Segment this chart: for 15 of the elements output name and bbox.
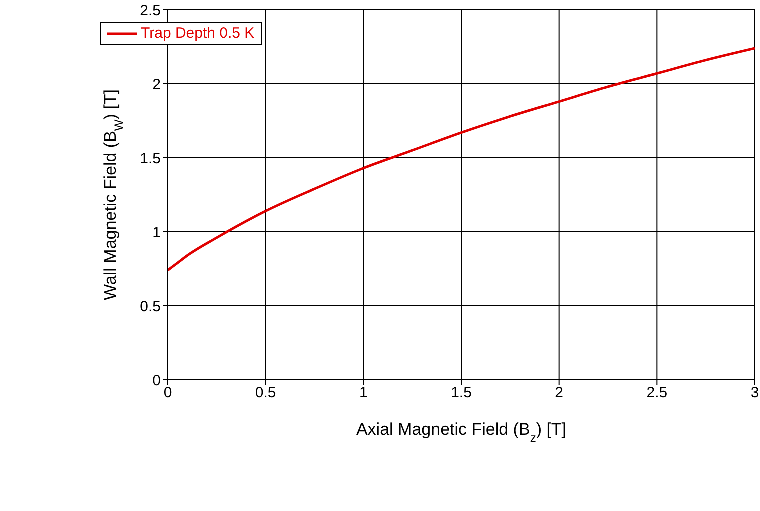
legend-label: Trap Depth 0.5 K xyxy=(141,25,255,42)
x-tick-label: 2 xyxy=(555,384,564,402)
y-tick-label: 2.5 xyxy=(140,2,161,20)
x-axis-title: Axial Magnetic Field (B$_{z}$) [T] xyxy=(356,420,567,445)
x-tick-label: 0 xyxy=(164,384,172,402)
x-tick-label: 2.5 xyxy=(646,384,668,402)
y-tick-label: 0 xyxy=(152,372,161,390)
x-tick-label: 1 xyxy=(359,384,368,402)
y-tick-label: 1.5 xyxy=(140,150,161,168)
x-tick-label: 1.5 xyxy=(451,384,472,402)
x-tick-label: 3 xyxy=(750,384,760,402)
y-tick-label: 2 xyxy=(152,76,161,94)
y-tick-label: 1 xyxy=(152,224,161,242)
y-tick-label: 0.5 xyxy=(140,298,161,316)
x-tick-label: 0.5 xyxy=(255,384,276,402)
